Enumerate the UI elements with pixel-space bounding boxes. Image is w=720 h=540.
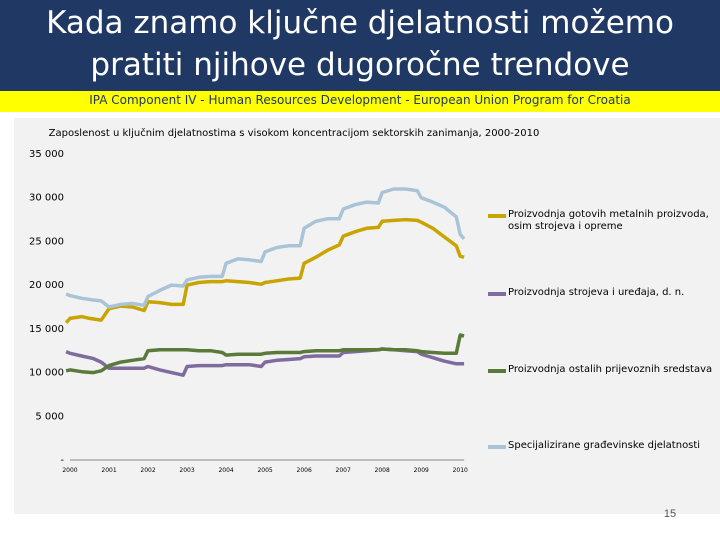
subtitle-band bbox=[0, 91, 720, 112]
slide-title: Kada znamo ključne djelatnosti možemo pr… bbox=[46, 5, 674, 83]
y-tick-label: 15 000 bbox=[29, 324, 64, 335]
chart-panel bbox=[14, 118, 720, 514]
y-axis: - 5 000 10 000 15 000 20 000 25 000 30 000 35 0… bbox=[29, 149, 64, 466]
legend-swatch bbox=[488, 292, 506, 296]
x-tick-label: 2003 bbox=[179, 467, 194, 474]
x-tick-label: 2009 bbox=[414, 467, 429, 474]
page-number: 15 bbox=[663, 508, 677, 520]
x-axis: 2000 2001 2002 2003 2004 2005 2006 2007 2008 2009… bbox=[62, 459, 468, 474]
series-lines bbox=[64, 187, 466, 377]
y-tick-label: 30 000 bbox=[29, 193, 64, 204]
x-tick-label: 2005 bbox=[257, 467, 272, 474]
x-tick-label: 2002 bbox=[140, 467, 155, 474]
legend-item: Proizvodnja ostalih prijevoznih sredstav… bbox=[488, 364, 718, 376]
legend-item: Proizvodnja strojeva i uređaja, d. n. bbox=[488, 287, 718, 299]
slide-subtitle: IPA Component IV - Human Resources Devel… bbox=[89, 93, 631, 107]
legend-item: Proizvodnja gotovih metalnih proizvoda, … bbox=[488, 209, 718, 233]
series-line-1 bbox=[64, 217, 465, 324]
y-tick-label: 25 000 bbox=[29, 236, 64, 247]
x-tick-label: 2008 bbox=[375, 467, 390, 474]
legend-label: Proizvodnja strojeva i uređaja, d. n. bbox=[508, 287, 685, 298]
y-tick-label: 35 000 bbox=[29, 149, 64, 160]
title-band bbox=[0, 0, 720, 91]
x-tick-label: 2000 bbox=[62, 467, 77, 474]
legend-label: Proizvodnja gotovih metalnih proizvoda, … bbox=[508, 209, 709, 232]
y-tick-label: - bbox=[60, 455, 64, 466]
legend-swatch bbox=[488, 369, 506, 373]
legend-label: Specijalizirane građevinske djelatnosti bbox=[508, 440, 701, 451]
y-tick-label: 10 000 bbox=[29, 368, 64, 379]
x-tick-label: 2010 bbox=[453, 467, 468, 474]
x-tick-label: 2004 bbox=[218, 467, 233, 474]
legend-label: Proizvodnja ostalih prijevoznih sredstav… bbox=[508, 364, 713, 375]
x-tick-label: 2006 bbox=[297, 467, 312, 474]
y-tick-label: 20 000 bbox=[29, 280, 64, 291]
x-tick-label: 2001 bbox=[101, 467, 116, 474]
x-tick-label: 2007 bbox=[336, 467, 351, 474]
series-line-4 bbox=[65, 187, 466, 309]
series-line-3 bbox=[65, 333, 465, 375]
legend-swatch bbox=[488, 445, 506, 449]
y-tick-label: 5 000 bbox=[35, 411, 64, 422]
chart-title: Zaposlenost u ključnim djelatnostima s v… bbox=[48, 128, 540, 139]
legend-swatch bbox=[488, 214, 506, 218]
legend-item: Specijalizirane građevinske djelatnosti bbox=[488, 440, 718, 452]
